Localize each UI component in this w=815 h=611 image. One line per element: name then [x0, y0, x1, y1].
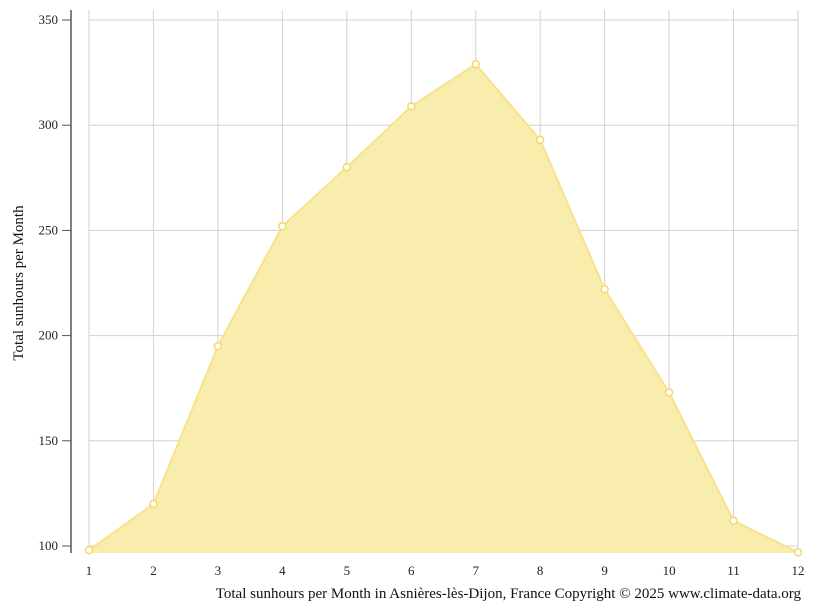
x-tick-label-4: 4: [279, 563, 286, 578]
x-tick-label-1: 1: [86, 563, 93, 578]
x-tick-label-8: 8: [537, 563, 544, 578]
x-tick-label-9: 9: [601, 563, 608, 578]
data-point-10: [664, 388, 674, 397]
data-point-4: [278, 221, 287, 231]
data-point-5: [342, 163, 352, 172]
data-point-7: [471, 59, 480, 69]
x-axis-ticks: 1 2 3 4 5 6 7 8 9 10 11 12: [86, 563, 805, 578]
y-tick-label-200: 200: [39, 328, 59, 343]
x-tick-label-7: 7: [472, 563, 479, 578]
data-point-3: [213, 341, 223, 351]
y-axis-ticks: 100 150 200 250 300 350: [39, 12, 71, 553]
data-point-12: [793, 548, 803, 557]
x-tick-label-6: 6: [408, 563, 415, 578]
x-tick-label-5: 5: [344, 563, 351, 578]
data-point-8: [535, 135, 545, 145]
y-axis-title: Total sunhours per Month: [11, 205, 27, 361]
x-tick-label-11: 11: [727, 563, 740, 578]
data-point-6: [407, 102, 416, 111]
data-points: [84, 59, 803, 557]
data-point-11: [729, 516, 738, 526]
x-tick-label-12: 12: [792, 563, 805, 578]
data-point-9: [600, 285, 609, 294]
y-tick-label-300: 300: [39, 117, 59, 132]
area-fill: [89, 64, 798, 553]
series-line: [88, 62, 799, 554]
y-tick-label-100: 100: [39, 538, 59, 553]
y-tick-label-150: 150: [39, 433, 59, 448]
x-tick-label-3: 3: [215, 563, 222, 578]
y-tick-label-350: 350: [39, 12, 59, 27]
y-tick-label-250: 250: [39, 222, 59, 237]
chart-caption: Total sunhours per Month in Asnières-lès…: [216, 586, 802, 602]
data-point-1: [84, 545, 94, 555]
x-tick-label-2: 2: [150, 563, 157, 578]
data-point-2: [149, 499, 158, 509]
x-tick-label-10: 10: [663, 563, 676, 578]
